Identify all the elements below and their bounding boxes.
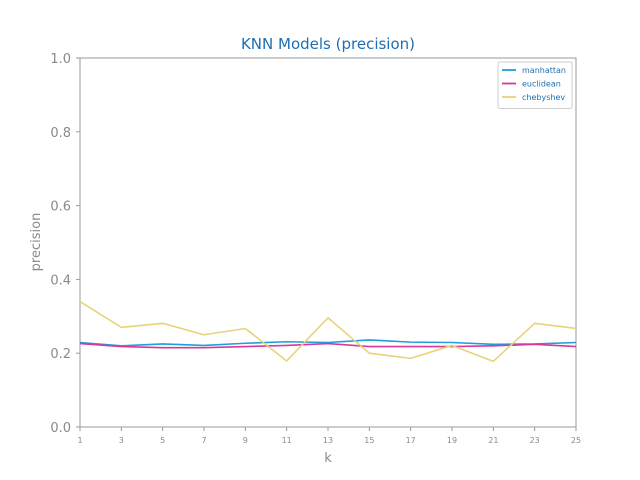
- series-line-euclidean: [79, 342, 577, 349]
- y-tick-label: 0.2: [50, 347, 71, 362]
- legend-label-manhattan: manhattan: [522, 66, 566, 75]
- x-axis-label: k: [324, 451, 332, 466]
- y-tick-label: 0.4: [50, 273, 71, 288]
- x-tick-label: 3: [119, 436, 124, 445]
- x-tick-label: 15: [364, 436, 374, 445]
- series-lines: [79, 300, 577, 363]
- chart-title: KNN Models (precision): [241, 35, 415, 53]
- x-tick-label: 17: [406, 436, 416, 445]
- x-tick-label: 5: [160, 436, 165, 445]
- y-tick-label: 0.6: [50, 200, 71, 215]
- x-tick-label: 25: [571, 436, 581, 445]
- y-tick-label: 0.8: [50, 126, 71, 141]
- series-line-manhattan: [79, 339, 577, 347]
- x-tick-label: 11: [282, 436, 292, 445]
- x-tick-label: 21: [488, 436, 498, 445]
- x-tick-label: 7: [201, 436, 206, 445]
- legend-box: [497, 61, 573, 109]
- x-tick-label: 13: [323, 436, 333, 445]
- x-tick-label: 9: [243, 436, 248, 445]
- y-axis-ticks: 0.0 0.2 0.4 0.6 0.8 1.0: [50, 52, 80, 436]
- legend-label-chebyshev: chebyshev: [522, 93, 565, 102]
- series-line-chebyshev: [79, 300, 577, 363]
- y-tick-label: 0.0: [50, 421, 71, 436]
- y-tick-label: 1.0: [50, 52, 71, 67]
- x-tick-label: 1: [77, 436, 82, 445]
- plot-frame: [79, 57, 577, 428]
- legend-label-euclidean: euclidean: [522, 80, 561, 89]
- x-axis-ticks: 1 3 5 7 9 11 13 15 17 19 21 23 25: [77, 427, 581, 445]
- legend: manhattan euclidean chebyshev: [497, 61, 573, 109]
- x-tick-label: 23: [530, 436, 540, 445]
- x-tick-label: 19: [447, 436, 457, 445]
- y-axis-label: precision: [29, 213, 44, 272]
